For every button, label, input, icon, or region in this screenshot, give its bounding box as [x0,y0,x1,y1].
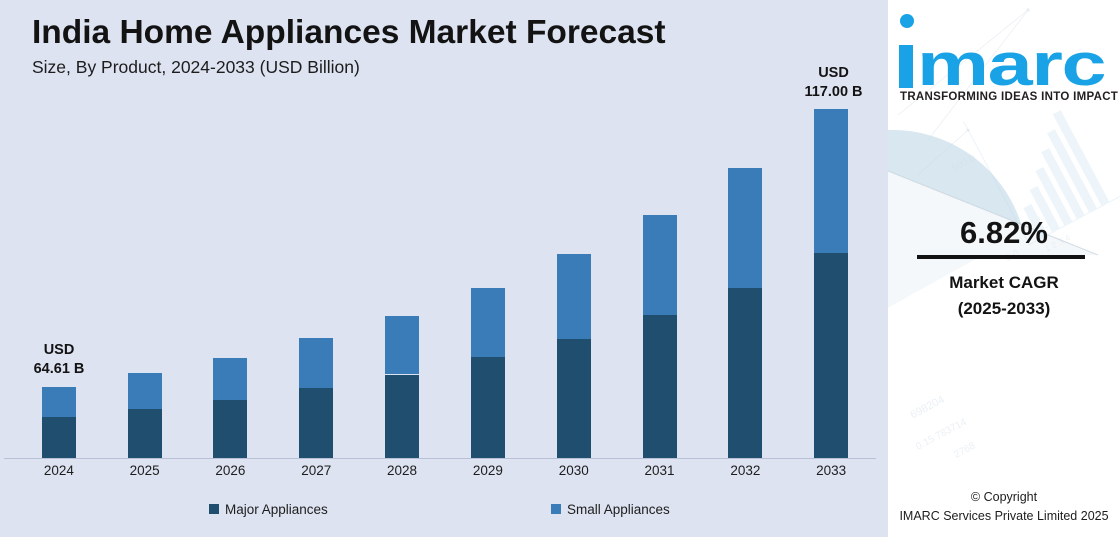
svg-text:2768: 2768 [952,440,977,460]
